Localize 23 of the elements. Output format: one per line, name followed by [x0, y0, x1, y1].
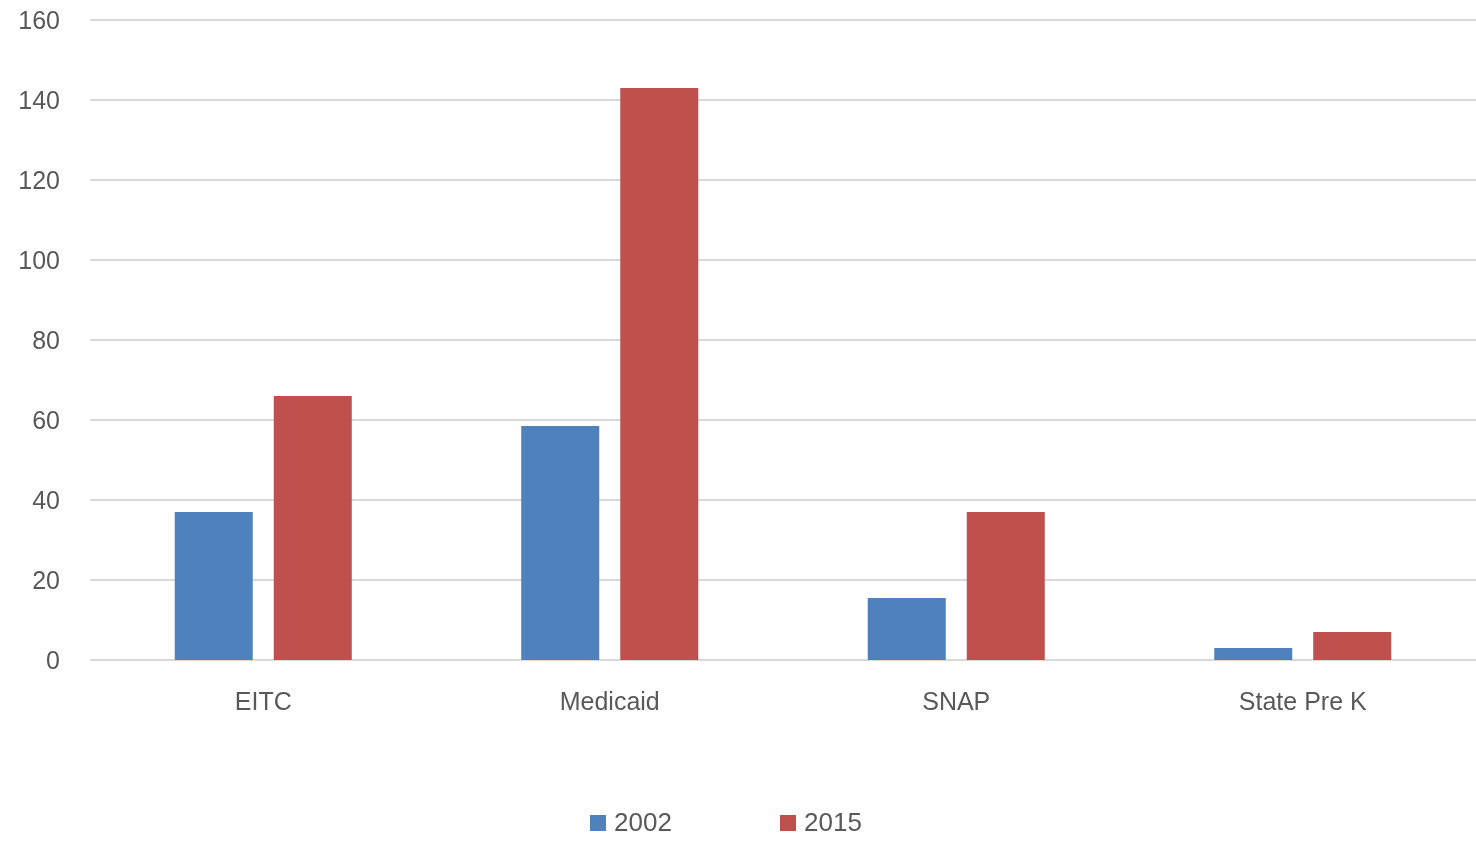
x-tick-label: State Pre K	[1238, 687, 1367, 715]
bar	[867, 598, 946, 660]
legend-label: 2002	[614, 807, 672, 837]
bar	[1214, 648, 1293, 660]
y-tick-label: 120	[18, 165, 60, 194]
bar	[521, 426, 600, 660]
x-tick-label: Medicaid	[559, 687, 660, 715]
x-tick-label: EITC	[234, 687, 292, 715]
y-tick-label: 0	[46, 645, 60, 674]
y-tick-label: 100	[18, 245, 60, 274]
y-tick-label: 140	[18, 85, 60, 114]
y-tick-label: 60	[32, 405, 60, 434]
bar	[273, 396, 352, 660]
y-tick-label: 80	[32, 325, 60, 354]
bar	[174, 512, 253, 660]
legend-label: 2015	[804, 807, 862, 837]
bar	[966, 512, 1045, 660]
bar	[1313, 632, 1392, 660]
y-tick-label: 160	[18, 5, 60, 34]
x-tick-label: SNAP	[922, 687, 991, 715]
bar	[620, 88, 699, 660]
y-tick-label: 20	[32, 565, 60, 594]
y-tick-label: 40	[32, 485, 60, 514]
